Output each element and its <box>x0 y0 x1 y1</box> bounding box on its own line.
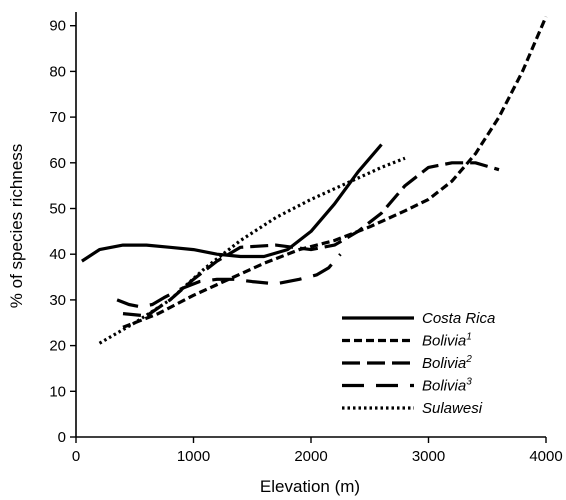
y-axis-title: % of species richness <box>7 144 26 308</box>
y-tick-label: 10 <box>49 383 66 400</box>
series-line <box>98 156 406 345</box>
legend-label: Bolivia3 <box>422 377 472 395</box>
y-tick-label: 50 <box>49 201 66 218</box>
axes: 0 10 20 30 40 50 60 70 80 90 0 1000 2000 3000 4000 <box>49 12 563 465</box>
legend: Costa Rica Bolivia1 Bolivia2 Bolivia3 Sulawe… <box>342 310 495 417</box>
y-tick-label: 90 <box>49 18 66 35</box>
y-tick-label: 70 <box>49 109 66 126</box>
x-axis-title: Elevation (m) <box>260 477 360 496</box>
series-line <box>116 253 342 309</box>
y-tick-label: 0 <box>58 429 66 446</box>
legend-label: Bolivia1 <box>422 332 472 350</box>
x-tick-label: 1000 <box>177 448 210 465</box>
y-tick-label: 30 <box>49 292 66 309</box>
legend-label: Sulawesi <box>422 400 483 417</box>
x-tick-label: 4000 <box>529 448 562 465</box>
y-tick-label: 80 <box>49 63 66 80</box>
x-tick-label: 0 <box>72 448 80 465</box>
y-tick-label: 40 <box>49 246 66 263</box>
series-line <box>122 15 548 329</box>
y-tick-label: 20 <box>49 338 66 355</box>
x-tick-label: 2000 <box>294 448 327 465</box>
series-layer <box>81 15 548 345</box>
legend-label: Costa Rica <box>422 310 495 327</box>
y-tick-label: 60 <box>49 155 66 172</box>
legend-label: Bolivia2 <box>422 354 472 372</box>
x-tick-label: 3000 <box>412 448 445 465</box>
